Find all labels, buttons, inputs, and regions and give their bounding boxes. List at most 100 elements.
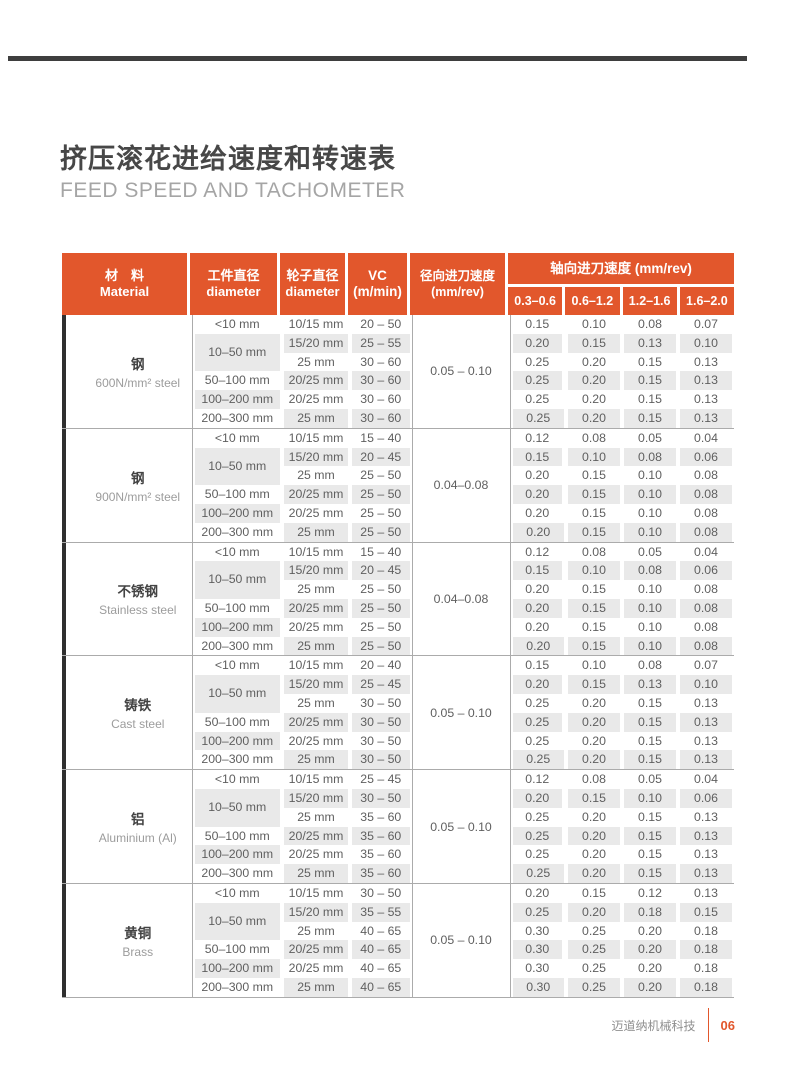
vc-cell: 35 – 55 — [350, 902, 412, 922]
header-axial-col-2: 0.6–1.2 — [565, 287, 620, 315]
material-cell: 铝 Aluminium (Al) — [62, 770, 193, 883]
axial-value-cell: 0.08 — [678, 598, 734, 618]
axial-value-cell: 0.20 — [510, 333, 566, 353]
header-vc-label: VC — [368, 268, 387, 283]
header-material-cn: 材 料 — [104, 268, 144, 283]
axial-value-cell: 0.06 — [678, 788, 734, 808]
wheel-cell: 15/20 mm — [282, 447, 350, 467]
axial-value-cell: 0.20 — [525, 619, 550, 634]
axial-value-cell: 0.08 — [694, 505, 718, 520]
workpiece-cell: 50–100 mm — [204, 487, 270, 502]
wheel-cell: 20/25 mm — [282, 485, 350, 504]
axial-value-cell: 0.25 — [525, 847, 550, 862]
radial-cell: 0.05 – 0.10 — [411, 315, 511, 428]
material-name-en: Aluminium (Al) — [98, 831, 177, 846]
wheel-cell: 20/25 mm — [288, 619, 344, 634]
workpiece-cell: 50–100 mm — [204, 942, 270, 957]
header-radial-feed: 径向进刀速度 (mm/rev) — [410, 253, 505, 315]
workpiece-cell: <10 mm — [214, 544, 260, 559]
axial-value-cell: 0.06 — [678, 561, 734, 581]
axial-value-cell: 0.15 — [566, 598, 622, 618]
axial-value-cell: 0.15 — [622, 371, 678, 391]
axial-value-cell: 0.20 — [525, 582, 550, 597]
axial-value-cell: 0.25 — [525, 809, 550, 824]
workpiece-cell: 100–200 mm — [192, 845, 282, 865]
vc-cell: 30 – 60 — [350, 408, 412, 428]
axial-value-cell: 0.08 — [678, 636, 734, 656]
axial-value-cell: 0.20 — [510, 788, 566, 808]
vc-cell: 25 – 50 — [350, 636, 412, 656]
wheel-cell: 20/25 mm — [288, 505, 344, 520]
footer-company-name: 迈道纳机械科技 — [611, 1018, 696, 1033]
workpiece-cell: <10 mm — [214, 885, 260, 900]
wheel-cell: 20/25 mm — [288, 733, 344, 748]
page-number: 06 — [720, 1017, 735, 1033]
axial-value-cell: 0.10 — [566, 561, 622, 581]
vc-cell: 25 – 50 — [360, 505, 402, 520]
wheel-cell: 15/20 mm — [282, 675, 350, 694]
workpiece-cell: 50–100 mm — [204, 714, 270, 729]
wheel-cell: 25 mm — [297, 468, 335, 483]
header-material: 材 料 Material — [62, 253, 187, 315]
axial-value-cell: 0.08 — [678, 485, 734, 504]
vc-cell: 30 – 50 — [350, 712, 412, 732]
axial-value-cell: 0.25 — [525, 354, 550, 369]
vc-cell: 30 – 50 — [360, 885, 402, 900]
axial-value-cell: 0.10 — [638, 505, 662, 520]
axial-value-cell: 0.25 — [510, 712, 566, 732]
header-axial-col-1: 0.3–0.6 — [508, 287, 563, 315]
header-vc: VC (m/min) — [348, 253, 407, 315]
material-group: 钢 900N/mm² steel <10 mm 10/15 mm 15 – 40 0.04… — [62, 428, 734, 543]
vc-cell: 40 – 65 — [350, 977, 412, 997]
vc-cell: 35 – 60 — [350, 864, 412, 883]
vc-cell: 30 – 50 — [360, 733, 402, 748]
axial-value-cell: 0.10 — [638, 619, 662, 634]
material-name-en: Brass — [122, 944, 154, 959]
axial-value-cell: 0.15 — [566, 485, 622, 504]
axial-value-cell: 0.13 — [622, 333, 678, 353]
wheel-cell: 15/20 mm — [282, 788, 350, 808]
workpiece-cell: 200–300 mm — [201, 752, 274, 767]
vc-cell: 15 – 40 — [360, 544, 402, 559]
vc-cell: 25 – 45 — [360, 772, 402, 787]
axial-value-cell: 0.13 — [678, 371, 734, 391]
axial-value-cell: 0.15 — [638, 809, 662, 824]
wheel-cell: 25 mm — [282, 864, 350, 883]
wheel-cell: 25 mm — [297, 354, 335, 369]
axial-value-cell: 0.18 — [694, 961, 718, 976]
wheel-cell: 20/25 mm — [282, 712, 350, 732]
axial-value-cell: 0.20 — [510, 675, 566, 694]
axial-value-cell: 0.20 — [582, 847, 606, 862]
material-cell: 黄铜 Brass — [62, 883, 193, 997]
header-wheel-en: diameter — [285, 284, 340, 299]
wheel-cell: 25 mm — [282, 636, 350, 656]
axial-value-cell: 0.15 — [566, 522, 622, 542]
vc-cell: 40 – 65 — [350, 940, 412, 960]
material-name-en: 900N/mm² steel — [95, 489, 181, 504]
axial-value-cell: 0.12 — [525, 544, 550, 559]
vc-cell: 20 – 45 — [350, 561, 412, 581]
axial-value-cell: 0.15 — [622, 864, 678, 883]
wheel-cell: 15/20 mm — [282, 902, 350, 922]
wheel-cell: 10/15 mm — [288, 885, 344, 900]
material-name-en: Stainless steel — [99, 603, 177, 618]
workpiece-cell: 100–200 mm — [192, 390, 282, 409]
header-axial-col-3: 1.2–1.6 — [622, 287, 677, 315]
workpiece-cell: 10–50 mm — [192, 447, 282, 486]
axial-value-cell: 0.13 — [678, 750, 734, 770]
wheel-cell: 20/25 mm — [288, 392, 344, 407]
material-name-cn: 钢 — [131, 356, 145, 372]
vc-cell: 20 – 40 — [360, 658, 402, 673]
wheel-cell: 10/15 mm — [288, 544, 344, 559]
workpiece-cell: 50–100 mm — [204, 600, 270, 615]
vc-cell: 25 – 50 — [350, 598, 412, 618]
axial-value-cell: 0.08 — [638, 317, 662, 331]
axial-value-cell: 0.08 — [582, 430, 606, 445]
material-name-cn: 铸铁 — [124, 698, 152, 714]
radial-cell: 0.05 – 0.10 — [411, 770, 511, 883]
axial-value-cell: 0.20 — [582, 392, 606, 407]
axial-value-cell: 0.10 — [638, 582, 662, 597]
top-rule-bar — [8, 56, 747, 61]
wheel-cell: 15/20 mm — [282, 561, 350, 581]
